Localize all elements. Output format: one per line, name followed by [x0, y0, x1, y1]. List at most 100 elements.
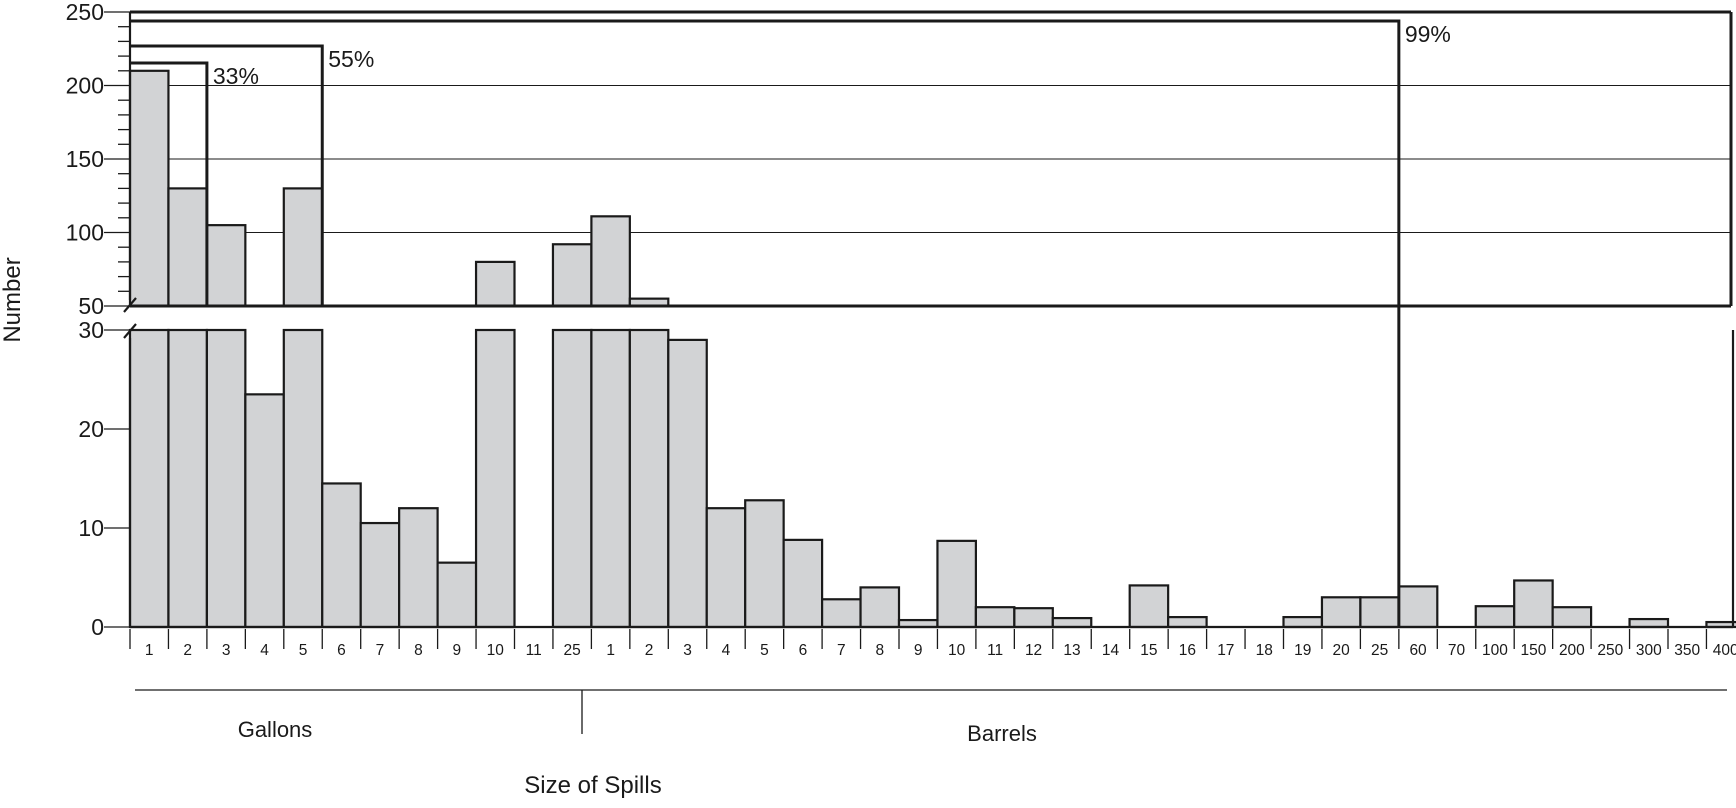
x-tick-label: 17	[1217, 642, 1234, 659]
x-tick-label: 400	[1713, 642, 1736, 659]
axes	[123, 10, 1735, 629]
cumulative-bracket	[130, 61, 209, 306]
x-tick-label: 5	[299, 642, 308, 659]
x-tick-label: 250	[1597, 642, 1623, 659]
bar	[321, 482, 362, 629]
bar	[1359, 596, 1400, 629]
bar	[1128, 584, 1170, 629]
y-axis-title: Number	[0, 257, 26, 342]
x-tick-label: 19	[1294, 642, 1311, 659]
bar	[936, 539, 978, 629]
y-tick-label: 50	[78, 293, 104, 319]
category-groups: Gallons Barrels	[135, 689, 1727, 746]
bar	[1551, 606, 1593, 629]
x-tick-label: 5	[760, 642, 769, 659]
bar	[1320, 596, 1362, 629]
x-tick-label: 8	[414, 642, 423, 659]
x-tick-label: 7	[837, 642, 846, 659]
x-tick-label: 10	[487, 642, 505, 659]
bar	[705, 507, 747, 629]
x-tick-label: 13	[1063, 642, 1080, 659]
y-tick-label: 250	[66, 0, 104, 25]
bar	[590, 328, 631, 629]
axis-break-mark	[123, 297, 137, 313]
x-tick-label: 18	[1256, 642, 1273, 659]
bar	[667, 338, 708, 629]
x-tick-label: 150	[1520, 642, 1546, 659]
bar	[744, 499, 785, 629]
x-tick-label: 4	[260, 642, 269, 659]
y-ticks: 50 100 150 200 250 0 10 20 30	[66, 0, 130, 640]
bar	[1013, 607, 1054, 629]
cumulative-brackets: 33% 55% 99%	[130, 19, 1451, 627]
x-ticks: 1 2 3 4 5 6 7 8 9 10 11 25 1 2 3 4 5 6 7 8 9 10 11 12 13 14 15 16 17…	[129, 629, 1736, 659]
bar	[820, 598, 862, 629]
bar	[859, 586, 901, 629]
bar	[244, 393, 285, 629]
bar	[474, 260, 516, 308]
group-label: Gallons	[238, 717, 313, 742]
x-tick-label: 11	[526, 642, 542, 659]
x-tick-label: 6	[337, 642, 346, 659]
bar	[205, 328, 247, 629]
x-tick-label: 1	[606, 642, 615, 659]
cumulative-bracket	[130, 44, 324, 306]
bar	[1051, 616, 1093, 629]
x-tick-label: 10	[948, 642, 966, 659]
bar	[128, 328, 170, 629]
x-tick-label: 11	[987, 642, 1003, 659]
bar	[359, 521, 401, 629]
y-tick-label: 20	[78, 416, 104, 442]
bar	[282, 187, 324, 308]
x-tick-label: 14	[1102, 642, 1120, 659]
group-label: Barrels	[967, 721, 1037, 746]
x-tick-label: 25	[564, 642, 581, 659]
bar	[1474, 605, 1516, 629]
bar	[1397, 585, 1439, 629]
axis-break-mark	[123, 323, 137, 339]
y-tick-label: 30	[78, 317, 104, 343]
x-tick-label: 70	[1448, 642, 1466, 659]
bars	[128, 69, 1736, 629]
cumulative-percent-label: 99%	[1405, 21, 1451, 47]
x-tick-label: 20	[1333, 642, 1351, 659]
cumulative-percent-label: 33%	[213, 63, 259, 89]
x-tick-label: 16	[1179, 642, 1196, 659]
x-tick-label: 2	[183, 642, 192, 659]
y-tick-label: 10	[78, 515, 104, 541]
bar	[1167, 615, 1208, 629]
x-tick-label: 8	[875, 642, 884, 659]
bar	[282, 328, 324, 629]
cumulative-bracket	[130, 19, 1401, 306]
bar	[398, 507, 439, 629]
bar	[167, 187, 208, 308]
y-tick-label: 0	[91, 614, 104, 640]
bar	[974, 606, 1016, 629]
bar	[590, 215, 631, 308]
x-tick-label: 60	[1409, 642, 1427, 659]
cumulative-percent-label: 55%	[328, 46, 374, 72]
x-tick-label: 3	[683, 642, 692, 659]
bar	[474, 328, 516, 629]
bar	[551, 328, 593, 629]
x-tick-label: 9	[453, 642, 462, 659]
grid-lines	[130, 85, 1731, 233]
bar	[1282, 615, 1324, 629]
y-tick-label: 150	[66, 146, 104, 172]
bar	[782, 538, 824, 629]
bar	[205, 224, 247, 308]
x-tick-label: 25	[1371, 642, 1388, 659]
bar	[1513, 579, 1554, 629]
x-tick-label: 300	[1636, 642, 1662, 659]
x-tick-label: 12	[1025, 642, 1042, 659]
x-tick-label: 100	[1482, 642, 1508, 659]
bar	[167, 328, 208, 629]
x-tick-label: 7	[376, 642, 385, 659]
x-tick-label: 3	[222, 642, 231, 659]
x-tick-label: 6	[799, 642, 808, 659]
x-tick-label: 15	[1140, 642, 1157, 659]
bar	[551, 243, 593, 308]
x-tick-label: 9	[914, 642, 923, 659]
